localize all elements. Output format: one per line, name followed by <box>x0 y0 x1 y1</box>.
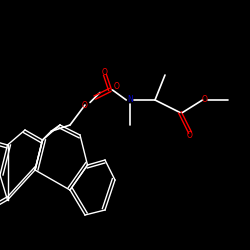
Text: O: O <box>202 96 208 104</box>
Text: O: O <box>102 68 108 77</box>
Text: O: O <box>187 130 193 140</box>
Text: O: O <box>82 100 88 110</box>
Text: N: N <box>127 96 133 104</box>
Text: O: O <box>113 82 119 91</box>
